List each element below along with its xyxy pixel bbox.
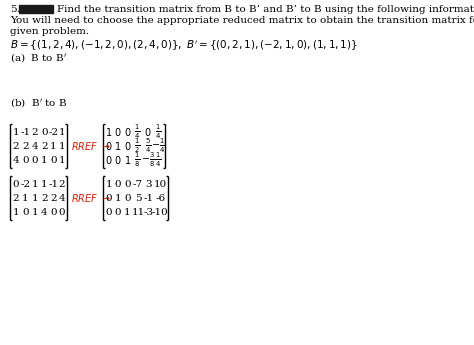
Text: 0: 0 [22, 156, 29, 165]
Text: 11: 11 [131, 207, 145, 217]
Text: 2: 2 [13, 141, 19, 150]
Text: (b)  B$'$ to B: (b) B$'$ to B [10, 97, 67, 110]
Text: 1: 1 [59, 128, 65, 137]
Text: 1: 1 [41, 179, 47, 188]
Text: 1: 1 [124, 207, 131, 217]
Text: $-\frac{1}{4}$: $-\frac{1}{4}$ [151, 137, 166, 155]
Text: 1: 1 [106, 179, 112, 188]
Text: 4: 4 [41, 207, 47, 217]
Text: 0: 0 [106, 207, 112, 217]
Text: $0$: $0$ [114, 126, 122, 138]
Text: 3: 3 [146, 179, 152, 188]
Text: 1: 1 [32, 194, 38, 203]
Text: -10: -10 [152, 207, 169, 217]
Text: 5: 5 [135, 194, 141, 203]
Text: 2: 2 [41, 141, 47, 150]
Text: Find the transition matrix from B to B’ and B’ to B using the following informat: Find the transition matrix from B to B’ … [57, 5, 474, 14]
Text: 0: 0 [13, 179, 19, 188]
Text: $\frac{5}{4}$: $\frac{5}{4}$ [145, 137, 151, 155]
Text: $0$: $0$ [105, 154, 113, 166]
Text: 4: 4 [59, 194, 65, 203]
Text: $\frac{1}{2}$: $\frac{1}{2}$ [134, 137, 140, 155]
Text: 4: 4 [13, 156, 19, 165]
Text: You will need to choose the appropriate reduced matrix to obtain the transition : You will need to choose the appropriate … [10, 16, 474, 25]
Text: $0$: $0$ [124, 126, 131, 138]
Text: 1: 1 [13, 128, 19, 137]
Text: 0: 0 [115, 179, 121, 188]
Text: 2: 2 [41, 194, 47, 203]
Text: 1: 1 [32, 179, 38, 188]
Text: 1: 1 [59, 156, 65, 165]
Bar [19, 5, 53, 13]
Text: 1: 1 [13, 207, 19, 217]
Text: $1$: $1$ [124, 154, 131, 166]
Text: -7: -7 [133, 179, 143, 188]
Text: 5.: 5. [10, 5, 20, 14]
Text: 10: 10 [154, 179, 167, 188]
Text: 2: 2 [59, 179, 65, 188]
Text: $-\frac{3}{8}$: $-\frac{3}{8}$ [141, 151, 155, 169]
Text: 0: 0 [115, 207, 121, 217]
Text: 2: 2 [13, 194, 19, 203]
Text: $\frac{1}{4}$: $\frac{1}{4}$ [134, 123, 140, 141]
Text: $1$: $1$ [114, 140, 122, 152]
Text: $0$: $0$ [124, 140, 131, 152]
Text: $B = \{(1, 2, 4), (-1, 2, 0), (2, 4, 0)\},\; B' = \{(0, 2, 1), (-2, 1, 0), (1, 1: $B = \{(1, 2, 4), (-1, 2, 0), (2, 4, 0)\… [10, 39, 358, 53]
Text: -2: -2 [48, 128, 59, 137]
Text: $0$: $0$ [105, 140, 113, 152]
Text: (a)  B to B$'$: (a) B to B$'$ [10, 52, 67, 65]
Text: $0$: $0$ [144, 126, 152, 138]
Text: 0: 0 [50, 207, 57, 217]
Text: 2: 2 [32, 128, 38, 137]
Text: -1: -1 [20, 128, 31, 137]
Text: 1: 1 [32, 207, 38, 217]
Text: 0: 0 [32, 156, 38, 165]
Text: given problem.: given problem. [10, 27, 89, 36]
Text: 0: 0 [124, 194, 131, 203]
Text: 0: 0 [22, 207, 29, 217]
Text: 0: 0 [124, 179, 131, 188]
Text: -3: -3 [144, 207, 154, 217]
Text: 4: 4 [32, 141, 38, 150]
Text: 2: 2 [50, 194, 57, 203]
Text: $0$: $0$ [114, 154, 122, 166]
Text: $\it{RREF}$ $\rightarrow$: $\it{RREF}$ $\rightarrow$ [71, 192, 111, 204]
Text: 0: 0 [106, 194, 112, 203]
Text: 1: 1 [115, 194, 121, 203]
Text: 0: 0 [41, 128, 47, 137]
Text: $1$: $1$ [105, 126, 112, 138]
Text: -2: -2 [20, 179, 31, 188]
Text: -1: -1 [144, 194, 154, 203]
Text: 1: 1 [22, 194, 29, 203]
Text: 2: 2 [22, 141, 29, 150]
Text: -6: -6 [155, 194, 165, 203]
Text: -1: -1 [48, 179, 59, 188]
Text: $\frac{1}{4}$: $\frac{1}{4}$ [155, 123, 162, 141]
Text: $\it{RREF}$ $\rightarrow$: $\it{RREF}$ $\rightarrow$ [71, 140, 111, 152]
Text: 0: 0 [50, 156, 57, 165]
Text: $\frac{1}{8}$: $\frac{1}{8}$ [134, 151, 140, 169]
Text: $\frac{1}{4}$: $\frac{1}{4}$ [155, 151, 162, 169]
Text: 0: 0 [59, 207, 65, 217]
Text: 1: 1 [41, 156, 47, 165]
Text: 1: 1 [50, 141, 57, 150]
Text: 1: 1 [59, 141, 65, 150]
